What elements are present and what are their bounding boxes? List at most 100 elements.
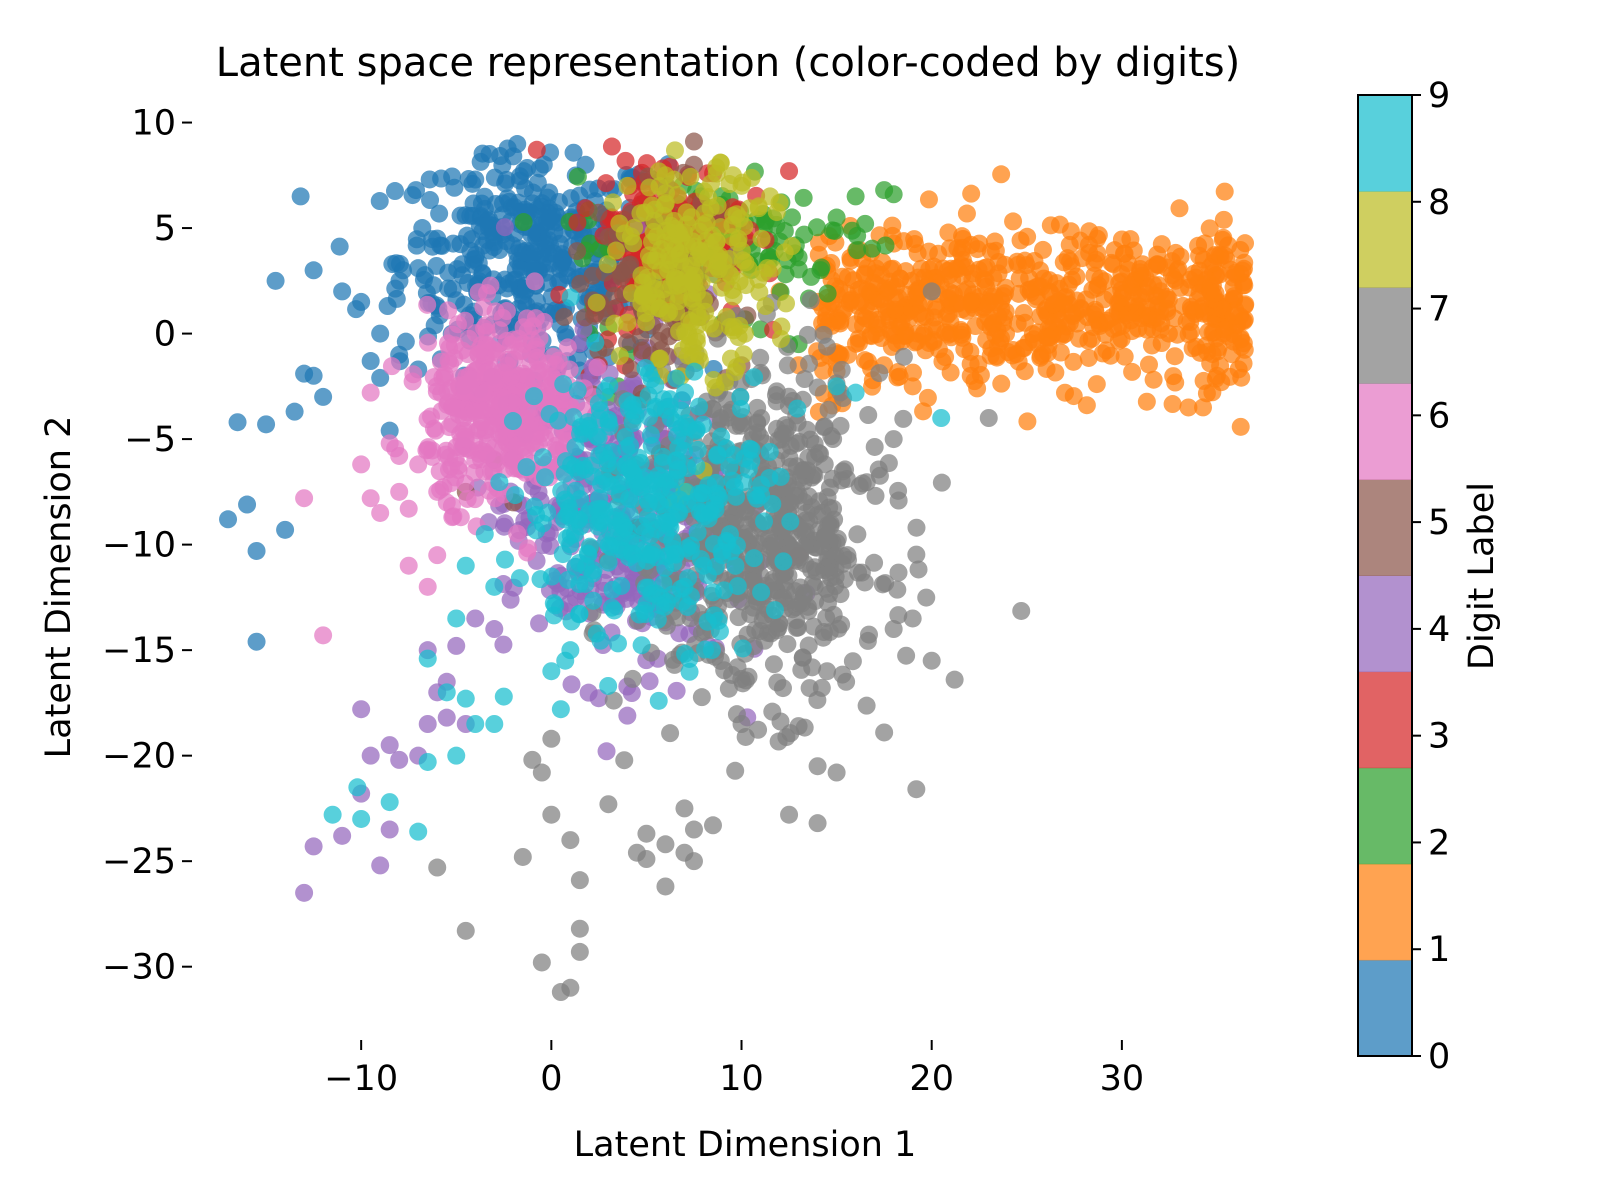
scatter-point xyxy=(409,822,428,841)
scatter-point xyxy=(601,537,620,556)
scatter-point xyxy=(600,376,619,395)
scatter-point xyxy=(992,165,1011,184)
scatter-point xyxy=(1089,226,1108,245)
scatter-point xyxy=(587,427,606,446)
scatter-point xyxy=(510,569,529,588)
scatter-point xyxy=(599,795,618,814)
scatter-point xyxy=(456,921,475,940)
scatter-point xyxy=(566,588,585,607)
scatter-point xyxy=(656,877,675,896)
scatter-point xyxy=(503,412,522,431)
scatter-point xyxy=(599,228,618,247)
scatter-point xyxy=(443,279,462,298)
scatter-point xyxy=(699,476,718,495)
scatter-point xyxy=(1108,318,1127,337)
scatter-point xyxy=(731,387,750,406)
scatter-point xyxy=(803,658,822,677)
scatter-point xyxy=(771,329,790,348)
scatter-point xyxy=(764,655,783,674)
x-tick-label: 10 xyxy=(719,1059,764,1099)
scatter-point xyxy=(432,169,451,188)
scatter-point xyxy=(564,143,583,162)
scatter-point xyxy=(818,558,837,577)
scatter-point xyxy=(1013,339,1032,358)
scatter-point xyxy=(418,577,437,596)
scatter-point xyxy=(533,448,552,467)
scatter-point xyxy=(695,203,714,222)
scatter-point xyxy=(491,147,510,166)
scatter-point xyxy=(666,239,685,258)
scatter-point xyxy=(445,178,464,197)
scatter-point xyxy=(751,622,770,641)
scatter-point xyxy=(1162,266,1181,285)
y-tick-label: 5 xyxy=(154,209,176,249)
scatter-point xyxy=(1064,387,1083,406)
scatter-point xyxy=(667,369,686,388)
scatter-point xyxy=(1102,253,1121,272)
scatter-point xyxy=(527,140,546,159)
scatter-point xyxy=(643,232,662,251)
y-tick-label: −5 xyxy=(124,420,176,460)
scatter-point xyxy=(677,483,696,502)
colorbar-tick-label: 1 xyxy=(1428,930,1450,970)
scatter-point xyxy=(939,223,958,242)
scatter-point xyxy=(494,687,513,706)
scatter-point xyxy=(481,416,500,435)
scatter-point xyxy=(746,486,765,505)
scatter-point xyxy=(562,675,581,694)
scatter-point xyxy=(443,397,462,416)
scatter-point xyxy=(661,724,680,743)
scatter-point xyxy=(726,761,745,780)
scatter-point xyxy=(635,601,654,620)
scatter-point xyxy=(814,361,833,380)
series-8 xyxy=(587,141,801,512)
scatter-point xyxy=(884,430,903,449)
scatter-point xyxy=(523,183,542,202)
scatter-point xyxy=(285,402,304,421)
scatter-point xyxy=(447,636,466,655)
scatter-point xyxy=(524,387,543,406)
scatter-point xyxy=(469,283,488,302)
scatter-point xyxy=(530,329,549,348)
scatter-point xyxy=(676,383,695,402)
scatter-point xyxy=(932,409,951,427)
scatter-point xyxy=(732,176,751,195)
scatter-point xyxy=(409,455,428,474)
scatter-point xyxy=(640,364,659,383)
scatter-point xyxy=(495,550,514,569)
scatter-point xyxy=(544,594,563,613)
scatter-point xyxy=(295,489,314,508)
scatter-point xyxy=(494,635,513,654)
scatter-point xyxy=(428,546,447,565)
scatter-point xyxy=(789,717,808,736)
scatter-point xyxy=(932,473,951,492)
scatter-point xyxy=(875,723,894,742)
scatter-point xyxy=(698,612,717,631)
scatter-point xyxy=(561,831,580,850)
scatter-point xyxy=(775,243,794,262)
scatter-point xyxy=(1190,246,1209,265)
colorbar-frame xyxy=(1357,94,1413,1057)
scatter-point xyxy=(850,333,869,352)
scatter-point xyxy=(729,229,748,248)
scatter-point xyxy=(323,805,342,824)
scatter-point xyxy=(542,567,561,586)
scatter-point xyxy=(794,188,813,207)
scatter-point xyxy=(653,469,672,488)
scatter-point xyxy=(627,553,646,572)
scatter-point xyxy=(470,216,489,235)
scatter-point xyxy=(1025,251,1044,270)
scatter-point xyxy=(502,367,521,386)
scatter-point xyxy=(1165,347,1184,366)
scatter-point xyxy=(820,584,839,603)
scatter-point xyxy=(390,482,409,501)
scatter-point xyxy=(760,442,779,461)
scatter-point xyxy=(549,411,568,430)
scatter-point xyxy=(485,715,504,733)
scatter-point xyxy=(544,347,563,366)
scatter-point xyxy=(832,615,851,634)
colorbar: 0 1 2 3 4 5 6 7 8 9 xyxy=(1357,76,1450,1077)
scatter-point xyxy=(610,214,629,233)
scatter-point xyxy=(619,521,638,540)
scatter-point xyxy=(561,526,580,545)
